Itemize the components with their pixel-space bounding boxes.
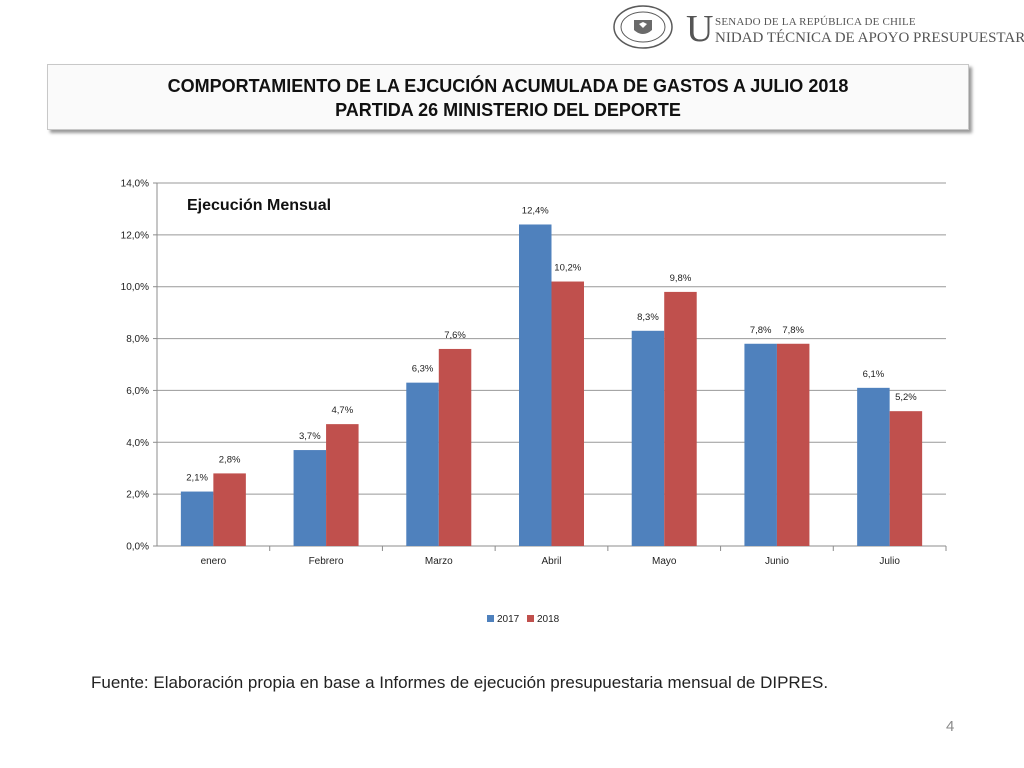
source-note: Fuente: Elaboración propia en base a Inf… xyxy=(91,673,829,692)
legend-swatch-2018 xyxy=(527,615,534,622)
bar-2018-Marzo xyxy=(438,348,472,546)
bar-2017-Mayo xyxy=(631,330,665,546)
chart-legend: 2017 2018 xyxy=(487,614,560,625)
y-tick-label: 0,0% xyxy=(126,542,149,553)
x-tick-label: Junio xyxy=(765,556,789,567)
bar-2018-Mayo xyxy=(664,291,697,546)
bar-2018-Junio xyxy=(776,343,810,546)
bar-2017-Abril xyxy=(519,224,552,546)
bar-2017-Febrero xyxy=(293,450,327,546)
bar-2017-Julio xyxy=(857,387,890,546)
senate-seal-icon xyxy=(613,5,673,49)
slide-title: COMPORTAMIENTO DE LA EJCUCIÓN ACUMULADA … xyxy=(167,76,849,96)
data-label: 6,3% xyxy=(412,364,434,375)
bar-2017-Marzo xyxy=(406,382,439,546)
bar-2018-Febrero xyxy=(326,424,359,546)
legend-label-2017: 2017 xyxy=(497,614,520,625)
data-label: 4,7% xyxy=(331,405,353,416)
bar-2017-Junio xyxy=(744,343,777,546)
legend-swatch-2017 xyxy=(487,615,494,622)
page-number: 4 xyxy=(946,718,955,735)
x-tick-label: Febrero xyxy=(309,556,344,567)
bars xyxy=(180,224,923,546)
y-tick-label: 6,0% xyxy=(126,386,149,397)
x-tick-label: Marzo xyxy=(425,556,453,567)
data-label: 3,7% xyxy=(299,431,321,442)
y-tick-label: 10,0% xyxy=(121,282,149,293)
data-label: 12,4% xyxy=(522,205,549,216)
y-tick-label: 4,0% xyxy=(126,438,149,449)
legend-label-2018: 2018 xyxy=(537,614,560,625)
slide-subtitle: PARTIDA 26 MINISTERIO DEL DEPORTE xyxy=(335,100,681,120)
data-label: 8,3% xyxy=(637,312,659,323)
brand-letter: U xyxy=(686,8,714,50)
data-label: 7,8% xyxy=(782,325,804,336)
axes: 0,0% 2,0% 4,0% 6,0% 8,0% 10,0% 12,0% 14,0% enero… xyxy=(121,179,947,567)
data-label: 9,8% xyxy=(670,273,692,284)
senate-logo: U SENADO DE LA REPÚBLICA DE CHILE NIDAD … xyxy=(612,4,1024,54)
brand-line-unidad: NIDAD TÉCNICA DE APOYO PRESUPUESTARIO xyxy=(715,30,1024,46)
data-label: 7,8% xyxy=(750,325,772,336)
x-tick-label: Julio xyxy=(879,556,900,567)
data-label: 7,6% xyxy=(444,330,466,341)
data-label: 10,2% xyxy=(554,263,581,274)
brand-line-senado: SENADO DE LA REPÚBLICA DE CHILE xyxy=(715,16,916,28)
slide-title-box: COMPORTAMIENTO DE LA EJCUCIÓN ACUMULADA … xyxy=(47,64,969,130)
y-tick-label: 8,0% xyxy=(126,334,149,345)
x-tick-label: Mayo xyxy=(652,556,677,567)
chart-title: Ejecución Mensual xyxy=(187,197,331,214)
y-tick-label: 2,0% xyxy=(126,490,149,501)
x-tick-label: Abril xyxy=(541,556,561,567)
y-tick-label: 12,0% xyxy=(121,230,149,241)
bar-2018-Abril xyxy=(551,281,584,546)
bar-2018-Julio xyxy=(889,411,923,546)
data-labels: 2,1% 2,8% 3,7% 4,7% 6,3% 7,6% 12,4% 10,2% 8,3% 9,… xyxy=(186,205,917,483)
data-label: 2,1% xyxy=(186,473,208,484)
bar-2018-enero xyxy=(213,473,246,546)
x-tick-label: enero xyxy=(201,556,227,567)
data-label: 2,8% xyxy=(219,454,241,465)
bar-2017-enero xyxy=(180,491,214,546)
y-tick-label: 14,0% xyxy=(121,179,149,190)
data-label: 6,1% xyxy=(863,369,885,380)
data-label: 5,2% xyxy=(895,392,917,403)
